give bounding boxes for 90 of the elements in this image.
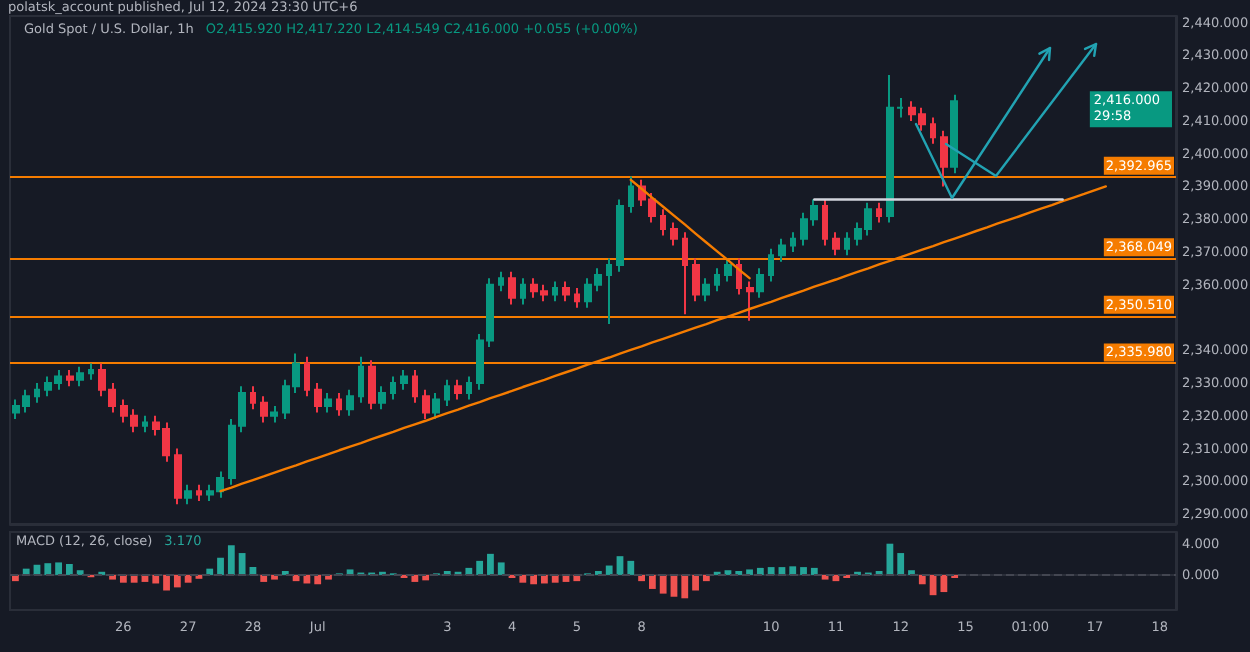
bar [897,553,905,575]
candlestick [832,231,840,257]
candlestick [574,287,580,309]
candlestick [778,237,786,263]
candlestick [314,382,322,414]
candlestick [432,391,440,421]
bar [530,574,538,585]
candlestick [606,257,612,326]
candlestick [196,483,202,503]
bar [746,569,753,575]
candlestick [260,395,268,424]
bar [55,562,62,575]
bar [800,567,807,575]
candlestick [660,208,666,237]
bar [692,574,699,591]
candlestick [368,359,376,411]
bar [227,545,235,575]
candlestick [746,280,754,322]
candlestick [950,93,958,175]
candlestick [876,201,882,224]
candlestick [682,231,688,316]
candlestick [822,198,828,247]
candlestick [400,368,408,391]
bar [605,565,613,575]
candlestick [520,277,526,306]
bar [918,574,926,585]
candlestick [552,280,558,303]
candlestick [184,483,192,506]
candlestick [142,414,148,434]
bar [217,557,224,575]
candlestick [336,391,342,417]
bar [314,574,322,585]
candlestick [616,198,624,273]
candlestick [844,231,850,257]
candlestick [422,388,430,421]
candlestick [76,365,84,388]
candlestick [346,388,354,417]
candlestick [756,267,764,299]
candlestick [508,270,516,306]
bar [648,574,656,589]
bar [821,574,829,580]
bar [940,574,948,593]
bar [411,574,419,582]
bar [519,574,527,583]
candlestick [34,382,40,404]
candlestick [562,280,570,303]
candlestick [304,355,310,398]
candlestick [324,391,332,414]
candlestick [358,355,364,404]
bar [702,574,710,582]
candlestick [768,247,774,283]
candlestick [412,368,418,404]
candlestick [930,116,936,145]
bar [476,560,484,575]
bar [659,574,667,594]
candlestick [88,362,94,381]
candlestick [714,267,720,293]
bar [789,566,797,575]
candlestick [250,385,256,411]
candlestick [466,375,472,401]
candlestick [454,378,462,401]
candlestick [790,231,796,253]
candlestick [692,257,700,303]
bar [487,553,494,575]
bar [44,563,52,575]
candlestick [702,277,710,303]
bar [756,567,764,575]
bar [238,553,246,575]
candlestick [390,375,396,401]
bar [206,568,214,575]
bar [810,567,818,575]
candlestick [444,378,450,408]
bar [638,574,645,582]
bar [681,574,689,599]
candlestick [628,175,634,214]
candlestick [724,257,732,283]
bar [497,562,505,575]
candlestick [174,447,182,506]
bar [163,574,170,591]
bar [173,574,181,588]
bar [260,574,268,582]
candlestick [66,368,74,388]
bar [65,563,73,575]
candlestick [270,405,278,424]
candlestick [670,221,678,247]
candlestick [378,385,386,411]
candlestick [940,129,948,188]
bar [627,560,635,575]
bar [184,574,192,583]
candlestick [498,270,504,293]
